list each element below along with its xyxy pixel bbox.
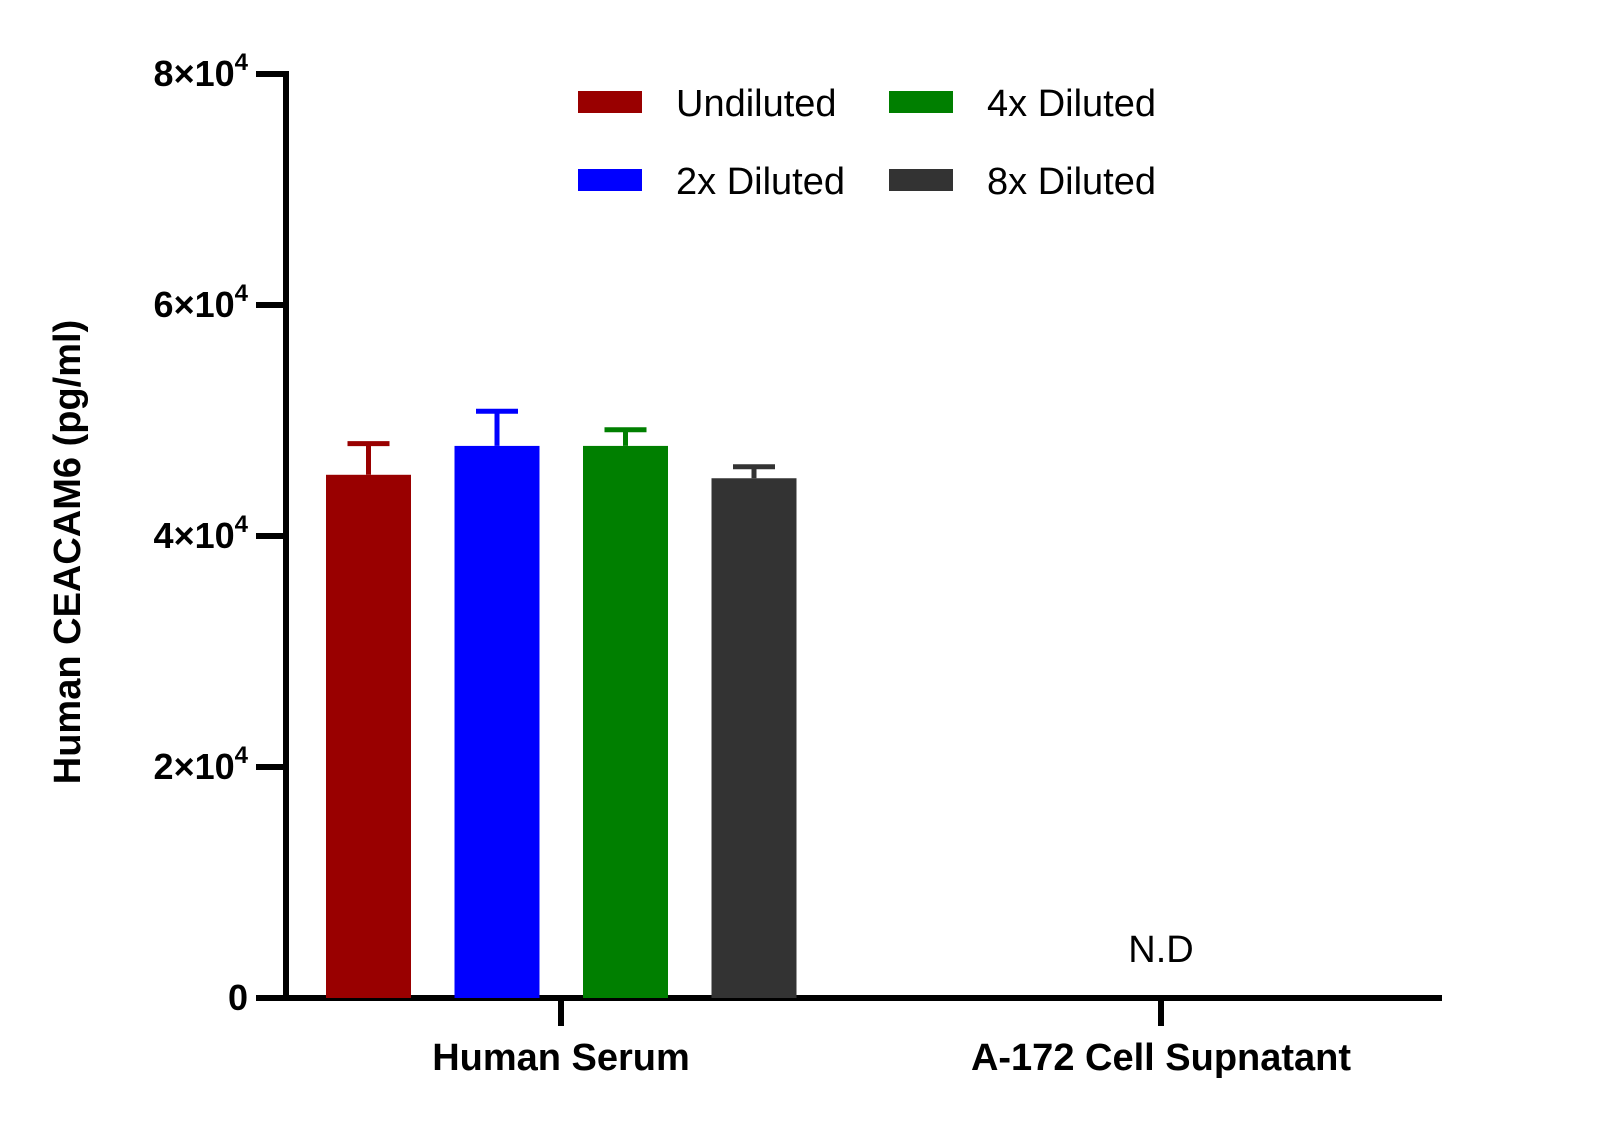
y-axis: 0 2×104 4×104 6×104 8×104 [154, 49, 289, 1018]
annotation-nd: N.D [1128, 929, 1193, 971]
error-bar [604, 427, 647, 446]
y-tick-label: 0 [228, 977, 248, 1018]
legend-swatch [889, 91, 953, 113]
legend-label: 2x Diluted [676, 161, 845, 203]
legend-swatch [578, 91, 642, 113]
x-category-label: Human Serum [432, 1037, 690, 1079]
bar-8x-diluted [711, 478, 797, 998]
legend: Undiluted 2x Diluted 4x Diluted 8x Diluted [578, 83, 1156, 203]
bar-4x-diluted [583, 445, 668, 998]
error-bar [476, 408, 518, 446]
annotations: N.D [1128, 929, 1193, 971]
y-tick-label: 4×104 [154, 511, 249, 556]
legend-swatch [578, 169, 642, 191]
legend-swatch [889, 169, 953, 191]
y-tick-label: 2×104 [154, 742, 249, 787]
legend-label: 4x Diluted [987, 83, 1156, 125]
y-axis-label: Human CEACAM6 (pg/ml) [47, 320, 89, 784]
legend-label: Undiluted [676, 83, 837, 125]
error-bar [347, 441, 390, 475]
bar-2x-diluted [454, 445, 540, 998]
error-bar [733, 464, 775, 479]
bars [326, 408, 797, 998]
y-tick-label: 6×104 [154, 280, 249, 325]
legend-label: 8x Diluted [987, 161, 1156, 203]
y-tick-label: 8×104 [154, 49, 249, 94]
x-category-label: A-172 Cell Supnatant [971, 1037, 1351, 1079]
bar-undiluted [326, 474, 411, 998]
x-axis: Human Serum A-172 Cell Supnatant [256, 995, 1442, 1079]
